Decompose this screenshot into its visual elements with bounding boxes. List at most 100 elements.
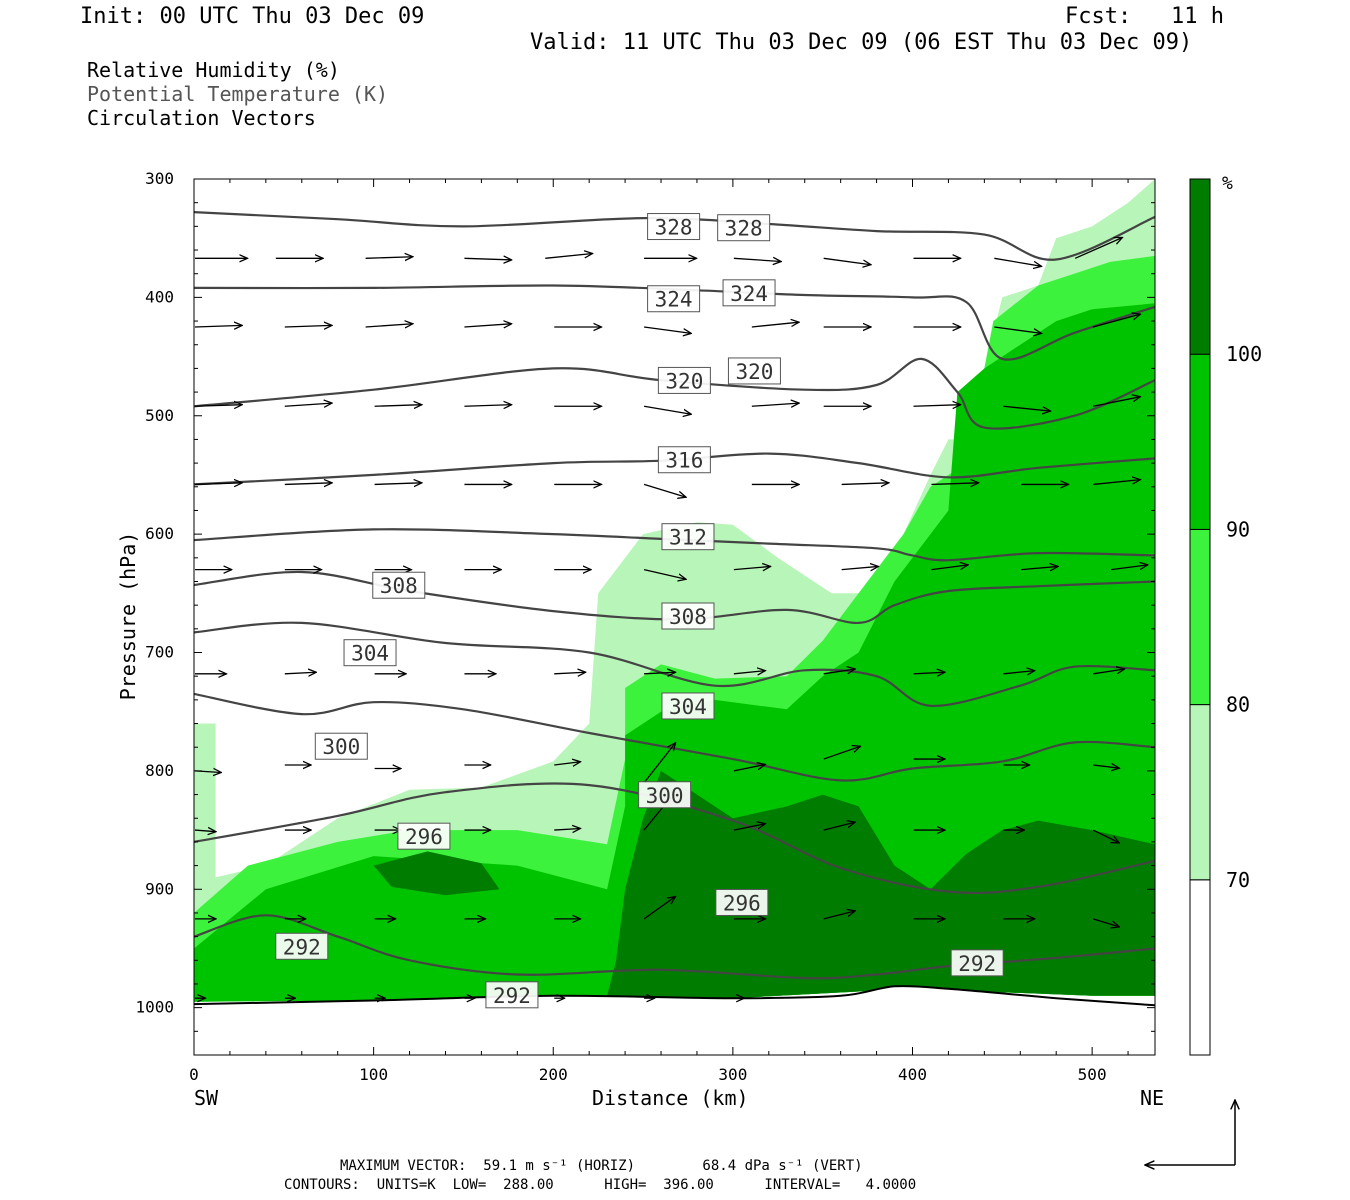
theta-label-328-1: 328 — [717, 214, 771, 242]
theta-label-320-5: 320 — [727, 357, 781, 385]
theta-label-text: 324 — [730, 282, 768, 306]
theta-label-text: 304 — [351, 642, 389, 666]
circulation-vector-52 — [931, 565, 968, 571]
theta-label-text: 308 — [380, 574, 418, 598]
circulation-vector-22 — [194, 405, 242, 407]
rh-region-90-2 — [194, 303, 1155, 1002]
circulation-vector-7 — [823, 257, 871, 264]
theta-label-292-16: 292 — [275, 932, 329, 960]
circulation-vector-77 — [194, 830, 216, 832]
y-tick-label: 1000 — [135, 998, 174, 1017]
theta-label-text: 300 — [322, 735, 360, 759]
theta-label-text: 300 — [646, 784, 684, 808]
theta-label-text: 296 — [405, 825, 443, 849]
circulation-vector-14 — [464, 324, 511, 327]
circulation-vector-43 — [1093, 480, 1140, 486]
circulation-vector-62 — [823, 669, 856, 675]
colorbar-swatch-2 — [1189, 528, 1211, 706]
x-end-label-left: SW — [194, 1086, 219, 1110]
theta-contour-312 — [194, 528, 1155, 562]
circulation-vector-41 — [931, 483, 978, 485]
y-tick-label: 900 — [145, 879, 174, 898]
theta-label-312-7: 312 — [661, 523, 715, 551]
theta-label-text: 316 — [665, 449, 703, 473]
circulation-vector-31 — [1003, 405, 1050, 411]
theta-label-316-6: 316 — [657, 446, 711, 474]
circulation-vector-60 — [644, 672, 676, 674]
forecast-hour: Fcst: 11 h — [1065, 4, 1224, 29]
circulation-vector-53 — [1021, 566, 1058, 569]
x-tick-label: 400 — [898, 1065, 927, 1084]
x-tick-label: 300 — [718, 1065, 747, 1084]
theta-label-292-18: 292 — [950, 949, 1004, 977]
colorbar: 70 80 90 100% — [1189, 173, 1262, 1056]
circulation-vector-50 — [733, 566, 771, 569]
circulation-vector-3 — [464, 258, 511, 260]
below-ground-mask — [194, 986, 1155, 1055]
surface-line — [194, 985, 1155, 1007]
theta-label-text: 320 — [735, 360, 773, 384]
y-tick-label: 700 — [145, 643, 174, 662]
circulation-vector-layer — [194, 238, 1148, 999]
circulation-vector-21 — [1092, 314, 1140, 328]
circulation-vector-70 — [554, 762, 580, 765]
circulation-vector-34 — [284, 483, 332, 485]
x-tick-label: 200 — [539, 1065, 568, 1084]
theta-label-300-12: 300 — [314, 732, 368, 760]
theta-label-text: 328 — [725, 217, 763, 241]
theta-label-320-4: 320 — [657, 366, 711, 394]
theta-label-292-17: 292 — [485, 981, 539, 1009]
theta-label-layer: 328 328 324 324 320 320 316 312 308 308 304 304 300 3… — [275, 213, 1004, 1009]
circulation-vector-54 — [1111, 565, 1148, 571]
circulation-vector-30 — [913, 405, 961, 407]
rh-fill-layer — [194, 179, 1155, 1055]
x-end-label-right: NE — [1140, 1086, 1165, 1110]
footer-contours: CONTOURS: UNITS=K LOW= 288.00 HIGH= 396.… — [284, 1177, 917, 1193]
circulation-vector-65 — [1093, 669, 1125, 675]
circulation-vector-84 — [823, 822, 856, 831]
circulation-vector-38 — [643, 483, 686, 497]
x-tick-label: 0 — [189, 1065, 199, 1084]
reference-vector-icon — [1145, 1100, 1235, 1165]
theta-label-text: 324 — [655, 288, 693, 312]
circulation-vector-20 — [994, 326, 1041, 333]
circulation-vector-35 — [374, 483, 422, 485]
circulation-vector-93 — [643, 896, 676, 920]
circulation-vector-33 — [194, 483, 242, 485]
theta-contour-layer — [194, 211, 1155, 980]
theta-contour-324 — [194, 284, 1155, 361]
circulation-vector-72 — [733, 764, 766, 772]
theta-label-324-3: 324 — [722, 279, 776, 307]
circulation-vector-95 — [823, 911, 856, 920]
legend-vectors: Circulation Vectors — [87, 106, 316, 130]
valid-time: Valid: 11 UTC Thu 03 Dec 09 (06 EST Thu … — [530, 30, 1193, 55]
y-tick-label: 400 — [145, 287, 174, 306]
theta-contour-296 — [194, 782, 1155, 895]
theta-label-296-14: 296 — [397, 822, 451, 850]
circulation-vector-56 — [284, 672, 317, 674]
circulation-vector-6 — [733, 258, 781, 261]
axis-layer: 0 100 200 300 400 500 300 400 500 600 700 800 900 100… — [135, 169, 1155, 1084]
circulation-vector-73 — [823, 746, 861, 760]
colorbar-level-label: 80 — [1226, 693, 1250, 717]
theta-label-296-15: 296 — [715, 888, 769, 916]
circulation-vector-17 — [751, 322, 799, 328]
theta-label-324-2: 324 — [647, 285, 701, 313]
theta-label-328-0: 328 — [647, 213, 701, 241]
colorbar-level-label: 90 — [1226, 517, 1250, 541]
circulation-vector-13 — [365, 324, 413, 327]
theta-label-308-9: 308 — [661, 602, 715, 630]
circulation-vector-12 — [284, 325, 332, 327]
colorbar-level-label: 100 — [1226, 342, 1262, 366]
circulation-vector-9 — [994, 257, 1041, 266]
circulation-vector-28 — [751, 403, 799, 406]
circulation-vector-51 — [841, 566, 879, 569]
circulation-vector-71 — [643, 743, 676, 784]
theta-label-text: 292 — [493, 984, 531, 1008]
theta-contour-320 — [194, 357, 1155, 430]
theta-label-304-10: 304 — [343, 639, 397, 667]
circulation-vector-10 — [1074, 238, 1122, 259]
theta-contour-300 — [194, 692, 1155, 782]
colorbar-swatch-4 — [1189, 178, 1211, 355]
